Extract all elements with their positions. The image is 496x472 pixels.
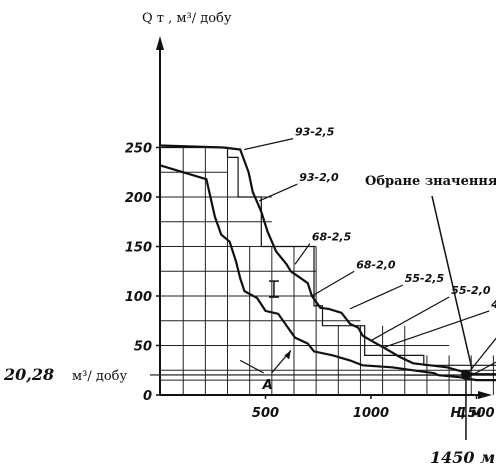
label-leader — [370, 296, 450, 342]
y-tick-label: 100 — [125, 290, 152, 305]
y-tick-label: 200 — [125, 191, 152, 206]
axes: 0501001502002505001000150020002500Q т , … — [125, 11, 495, 421]
label-leader — [467, 337, 496, 374]
selected-q-unit: м³/ добу — [72, 369, 127, 384]
label-leader — [467, 361, 496, 378]
labels-group: 93-2,5 93-2,0 68-2,5 68-2,0 55-2,5 55-2,043-2… — [244, 126, 496, 378]
series-label: 68-2,5 — [312, 231, 352, 244]
label-leader — [311, 270, 355, 297]
series-line-blocks — [160, 146, 496, 366]
series-label: 68-2,0 — [356, 258, 396, 271]
y-axis-title: Q т , м³/ добу — [142, 11, 232, 26]
label-leader — [294, 243, 311, 265]
label-leader — [383, 310, 490, 349]
selected-label: Обране значення — [365, 174, 496, 189]
marker-a-arrow-2 — [239, 359, 264, 374]
annotations: A Обране значення 20,28 м³/ добу 1450 м — [3, 174, 496, 467]
series-label: 93-2,5 — [295, 126, 335, 139]
selected-h-value: 1450 м — [430, 448, 495, 467]
series-label: 55-2,0 — [451, 284, 491, 297]
marker-a-arrowhead — [284, 350, 291, 360]
selected-point — [460, 369, 471, 380]
series-label: 93-2,0 — [299, 171, 339, 184]
label-leader — [349, 284, 404, 310]
series-line-lower — [159, 164, 496, 382]
marker-a-label: A — [262, 378, 273, 393]
selected-q-value: 20,28 — [3, 365, 54, 384]
y-tick-label: 150 — [125, 241, 152, 256]
y-axis-arrow — [156, 36, 164, 50]
x-tick-label: 1500 — [458, 406, 494, 421]
y-tick-label: 250 — [125, 142, 152, 157]
y-tick-label: 50 — [134, 340, 152, 355]
label-leader — [244, 138, 294, 151]
x-tick-label: 1000 — [353, 406, 389, 421]
series-label: 43-2,5 — [490, 298, 496, 311]
selected-pointer — [431, 195, 473, 370]
label-leader — [258, 183, 298, 202]
x-tick-label: 500 — [252, 406, 279, 421]
x-axis-arrow — [478, 391, 492, 399]
series-label: 55-2,5 — [405, 272, 445, 285]
y-tick-label: 0 — [143, 389, 152, 404]
